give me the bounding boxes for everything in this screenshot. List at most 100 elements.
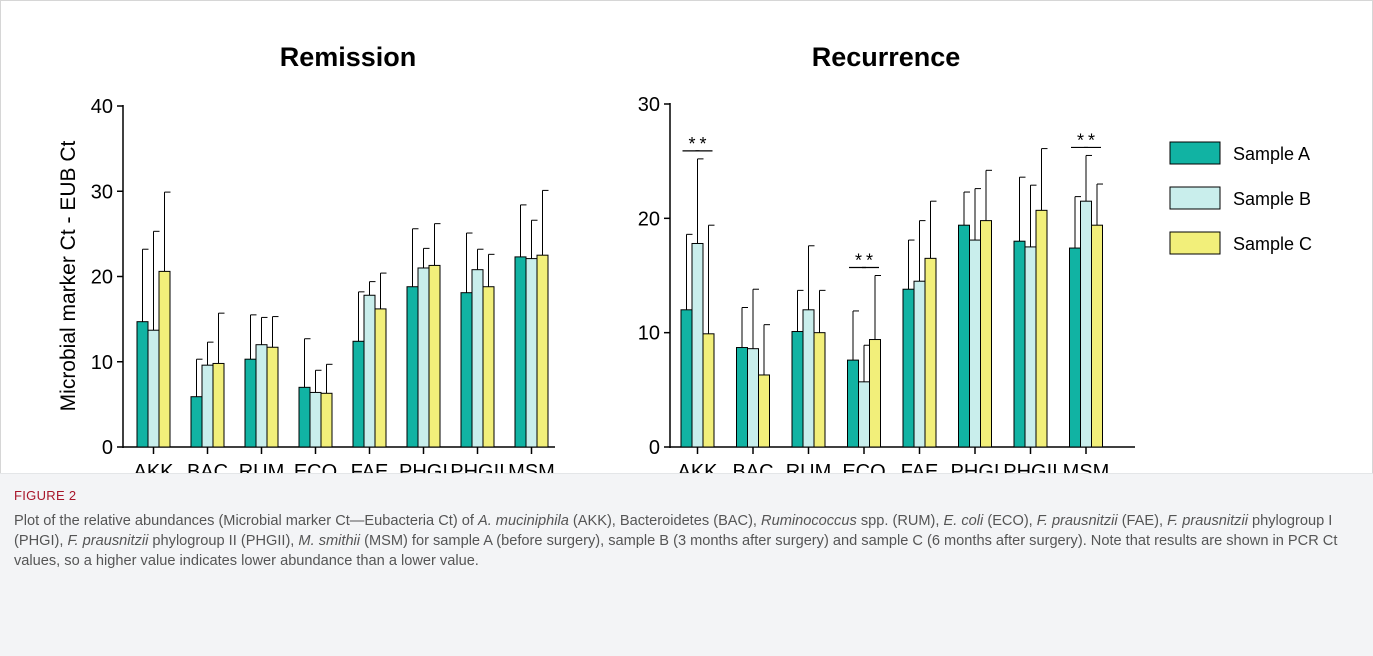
bar-sample-c	[702, 333, 715, 448]
legend-label: Sample C	[1233, 234, 1312, 254]
bar-sample-a	[298, 386, 311, 448]
bar-sample-b	[417, 267, 430, 448]
y-tick-label: 30	[91, 181, 113, 203]
bar-sample-a	[847, 359, 859, 448]
x-tick-label: AKK	[133, 461, 174, 473]
legend-swatch	[1169, 231, 1221, 255]
bar-sample-b	[969, 239, 981, 448]
bar-sample-c	[212, 362, 225, 448]
x-tick-label: PHGII	[1003, 461, 1057, 473]
bar-sample-b	[747, 348, 759, 448]
x-tick-label: PHGI	[399, 461, 448, 473]
caption-fragment: spp. (RUM),	[856, 513, 944, 529]
y-tick-label: 40	[91, 96, 113, 118]
bar-sample-b	[1024, 246, 1037, 448]
figure-charts: Remission Microbial marker Ct - EUB Ct 0 10…	[57, 42, 1312, 473]
caption-fragment: phylogroup II (PHGII),	[148, 533, 299, 549]
bar-sample-b	[525, 258, 538, 448]
bar-sample-b	[147, 329, 160, 448]
caption-species-name: F. prausnitzii	[1167, 513, 1248, 529]
bar-sample-a	[352, 340, 365, 448]
y-tick-label: 0	[649, 437, 660, 459]
x-tick-label: ECO	[842, 461, 885, 473]
significance-star: *	[1077, 130, 1084, 150]
legend-label: Sample B	[1233, 189, 1311, 209]
caption-fragment: Plot of the relative abundances (Microbi…	[14, 513, 478, 529]
bar-sample-b	[255, 344, 268, 448]
bar-sample-c	[428, 264, 441, 448]
figure-label: FIGURE 2	[14, 488, 77, 503]
bar-sample-a	[190, 396, 203, 448]
y-tick-label: 0	[102, 437, 113, 459]
bar-sample-c	[980, 220, 992, 448]
significance-star: *	[699, 134, 706, 154]
bar-sample-b	[309, 391, 322, 448]
x-tick-label: MSM	[1063, 461, 1110, 473]
chart-title: Recurrence	[812, 42, 961, 72]
caption-fragment: (FAE),	[1117, 513, 1168, 529]
y-tick-label: 10	[91, 352, 113, 374]
legend-swatch	[1169, 186, 1221, 210]
significance-star: *	[688, 134, 695, 154]
bar-sample-c	[482, 286, 495, 448]
caption-species-name: M. smithii	[298, 533, 361, 549]
legend: Sample A Sample B Sample C	[1169, 141, 1312, 255]
x-tick-label: RUM	[786, 461, 832, 473]
bar-sample-b	[802, 309, 815, 448]
significance-star: *	[855, 251, 862, 271]
bar-sample-a	[406, 286, 419, 448]
chart-recurrence: Recurrence 0 10 20 30 AKK BAC RUM ECO FAE PHGI PHGI…	[638, 42, 1135, 473]
x-tick-label: MSM	[508, 461, 555, 473]
x-tick-label: PHGII	[450, 461, 504, 473]
bar-sample-c	[536, 254, 549, 448]
bar-sample-a	[244, 358, 257, 448]
caption-fragment: phylogroup I (PHGI),	[14, 513, 1333, 549]
caption-species-name: F. prausnitzii	[67, 533, 149, 549]
bar-sample-b	[471, 269, 484, 448]
bar-sample-a	[136, 321, 149, 448]
bar-sample-a	[514, 256, 527, 448]
caption-fragment: (MSM) for sample A (before surgery), sam…	[14, 533, 1338, 569]
x-tick-label: ECO	[294, 461, 337, 473]
y-tick-label: 30	[638, 94, 660, 116]
bar-sample-a	[736, 347, 748, 448]
caption-area: FIGURE 2 Plot of the relative abundances…	[0, 473, 1373, 656]
caption-text: Plot of the relative abundances (Microbi…	[14, 511, 1354, 571]
legend-label: Sample A	[1233, 144, 1310, 164]
y-tick-label: 10	[638, 323, 660, 345]
bar-sample-a	[1069, 247, 1081, 448]
caption-species-name: A. muciniphila	[477, 513, 569, 529]
caption-fragment: (ECO),	[983, 513, 1037, 529]
caption-species-name: E. coli	[943, 513, 984, 529]
bar-sample-c	[266, 346, 279, 448]
bar-sample-c	[1035, 209, 1048, 448]
bar-sample-b	[363, 294, 376, 448]
bar-sample-b	[913, 280, 926, 448]
bar-sample-c	[869, 339, 881, 448]
y-axis-label: Microbial marker Ct - EUB Ct	[57, 140, 80, 411]
bar-sample-b	[201, 364, 214, 448]
bar-sample-b	[691, 242, 704, 448]
x-tick-label: BAC	[187, 461, 228, 473]
chart-remission: Remission Microbial marker Ct - EUB Ct 0 10…	[57, 42, 555, 473]
x-tick-label: FAE	[351, 461, 389, 473]
x-tick-label: FAE	[901, 461, 939, 473]
legend-swatch	[1169, 141, 1221, 165]
bar-sample-a	[791, 331, 804, 448]
bar-sample-a	[1013, 240, 1026, 448]
bar-sample-c	[374, 308, 387, 448]
bar-sample-c	[320, 392, 333, 448]
x-tick-label: RUM	[239, 461, 285, 473]
bar-sample-a	[902, 288, 915, 448]
caption-species-name: Ruminococcus	[761, 513, 857, 529]
bar-sample-b	[1080, 200, 1092, 448]
bar-sample-a	[460, 292, 473, 448]
bar-sample-a	[680, 309, 693, 448]
significance-star: *	[866, 251, 873, 271]
x-tick-label: PHGI	[951, 461, 1000, 473]
bar-sample-c	[1091, 224, 1103, 448]
x-tick-label: AKK	[677, 461, 718, 473]
caption-species-name: F. prausnitzii	[1036, 513, 1118, 529]
caption-fragment: (AKK), Bacteroidetes (BAC),	[568, 513, 762, 529]
chart-title: Remission	[280, 42, 417, 72]
